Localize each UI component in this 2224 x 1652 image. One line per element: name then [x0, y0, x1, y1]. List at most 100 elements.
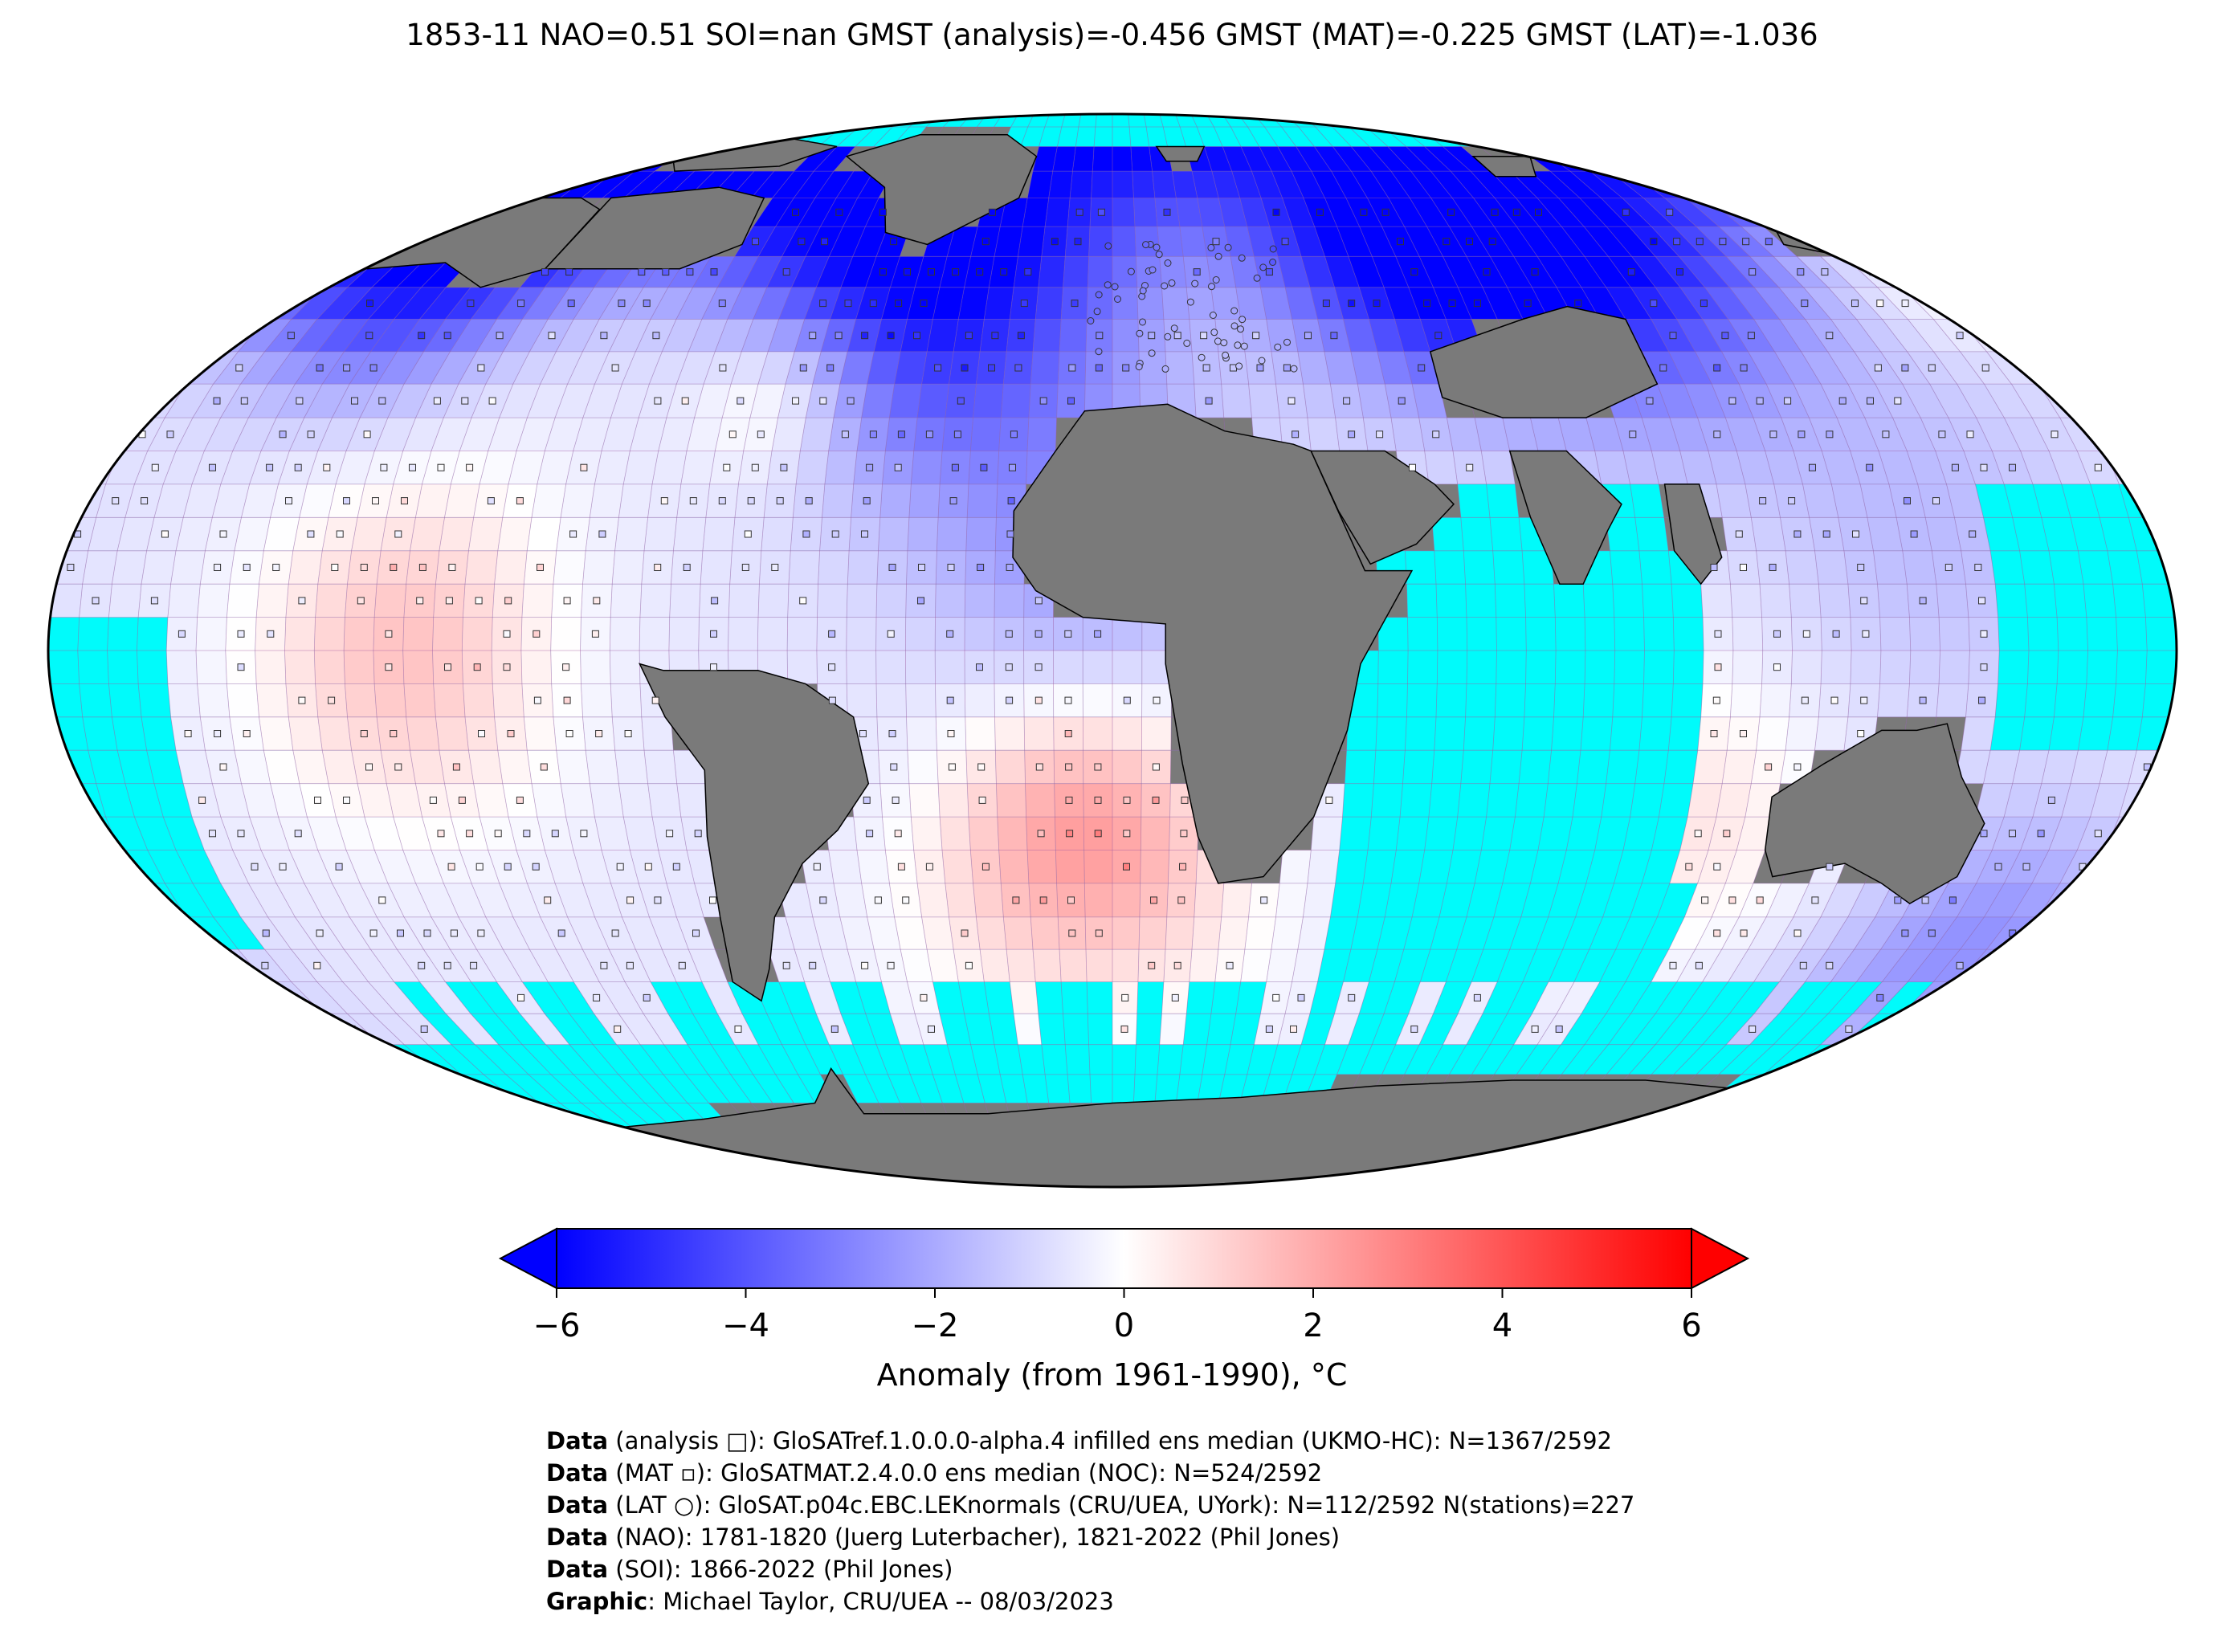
mat-marker — [563, 597, 571, 605]
grid-cell — [1112, 651, 1142, 684]
grid-cell — [1165, 351, 1194, 385]
mat-marker — [643, 300, 651, 308]
grid-cell — [1241, 146, 1272, 172]
mat-marker — [1265, 268, 1273, 276]
mat-marker — [385, 630, 393, 638]
grid-cell — [1789, 584, 1822, 618]
grid-cell — [786, 916, 822, 950]
mat-marker — [1272, 993, 1280, 1001]
grid-cell — [2100, 750, 2137, 784]
mat-marker — [879, 208, 887, 216]
grid-cell — [965, 716, 996, 751]
grid-cell — [1443, 256, 1483, 288]
grid-cell — [1984, 384, 2032, 418]
mat-marker — [466, 463, 474, 471]
grid-cell — [459, 418, 500, 451]
grid-cell — [907, 750, 939, 784]
grid-cell — [1585, 418, 1623, 451]
mat-marker — [390, 564, 398, 571]
mat-marker — [294, 830, 302, 838]
mat-marker — [1788, 497, 1796, 505]
mat-marker — [961, 929, 969, 937]
mat-marker — [638, 268, 646, 276]
land-india — [1508, 450, 1622, 585]
mat-marker — [178, 630, 186, 638]
grid-cell — [984, 287, 1014, 320]
grid-cell — [1000, 198, 1028, 227]
mat-marker — [991, 332, 999, 340]
grid-cell — [968, 817, 999, 850]
grid-cell — [468, 750, 503, 784]
station-marker — [1209, 312, 1217, 319]
grid-cell — [847, 550, 879, 585]
mat-marker — [1845, 1025, 1853, 1033]
grid-cell — [1218, 916, 1249, 950]
mat-marker — [965, 961, 973, 969]
mat-marker — [461, 397, 469, 405]
grid-cell — [876, 683, 907, 717]
grid-cell — [680, 451, 716, 484]
mat-marker — [1921, 896, 1929, 904]
station-marker — [1198, 353, 1206, 361]
mat-marker — [1193, 268, 1201, 276]
grid-cell — [387, 384, 431, 418]
grid-cell — [1725, 850, 1765, 883]
grid-cell — [1271, 171, 1304, 198]
grid-cell — [521, 584, 553, 618]
mat-marker — [821, 238, 828, 246]
mat-marker — [946, 630, 954, 638]
grid-cell — [814, 171, 854, 198]
grid-cell — [1960, 916, 2012, 950]
grid-cell — [662, 319, 702, 352]
grid-cell — [1010, 981, 1039, 1014]
meridian-line — [1269, 114, 1409, 1187]
grid-cell — [567, 351, 610, 385]
grid-cell — [1452, 198, 1495, 227]
mat-marker — [262, 929, 270, 937]
mat-marker — [672, 863, 680, 871]
mat-marker — [1010, 430, 1018, 438]
grid-cell — [370, 949, 420, 982]
grid-cell — [1112, 949, 1139, 982]
grid-cell — [170, 550, 206, 585]
mat-marker — [798, 238, 806, 246]
grid-cell — [1957, 883, 2005, 917]
grid-cell — [1357, 384, 1391, 418]
grid-cell — [1112, 319, 1139, 352]
grid-cell — [1877, 683, 1910, 717]
grid-cell — [1594, 451, 1630, 484]
grid-cell — [443, 883, 486, 917]
station-marker — [1230, 307, 1239, 315]
grid-cell — [907, 517, 939, 551]
station-marker — [1136, 329, 1144, 337]
grid-cell — [1112, 883, 1141, 917]
mat-marker — [897, 430, 905, 438]
mat-marker — [902, 896, 910, 904]
mat-marker — [1065, 796, 1073, 804]
grid-cell — [1141, 617, 1172, 651]
mat-marker — [1037, 830, 1045, 838]
mat-marker — [828, 663, 836, 671]
grid-cell — [444, 483, 480, 518]
grid-cell — [867, 351, 901, 385]
grid-cell — [402, 651, 434, 684]
grid-cell — [1856, 319, 1908, 352]
grid-cell — [839, 916, 875, 950]
mat-marker — [977, 763, 985, 771]
mat-marker — [1360, 208, 1368, 216]
mat-marker — [1181, 796, 1189, 804]
grid-cell — [1539, 226, 1585, 257]
grid-cell — [410, 517, 445, 551]
mat-marker — [1531, 268, 1539, 276]
mat-marker — [1180, 830, 1188, 838]
grid-cell — [212, 483, 250, 518]
grid-cell — [1984, 883, 2032, 917]
grid-cell — [1072, 146, 1095, 172]
mat-marker — [654, 564, 662, 571]
mat-marker — [678, 961, 686, 969]
mat-marker — [710, 663, 717, 671]
grid-cell — [812, 916, 848, 950]
mat-marker — [925, 863, 933, 871]
grid-cell — [197, 683, 230, 717]
grid-cell — [618, 783, 652, 818]
